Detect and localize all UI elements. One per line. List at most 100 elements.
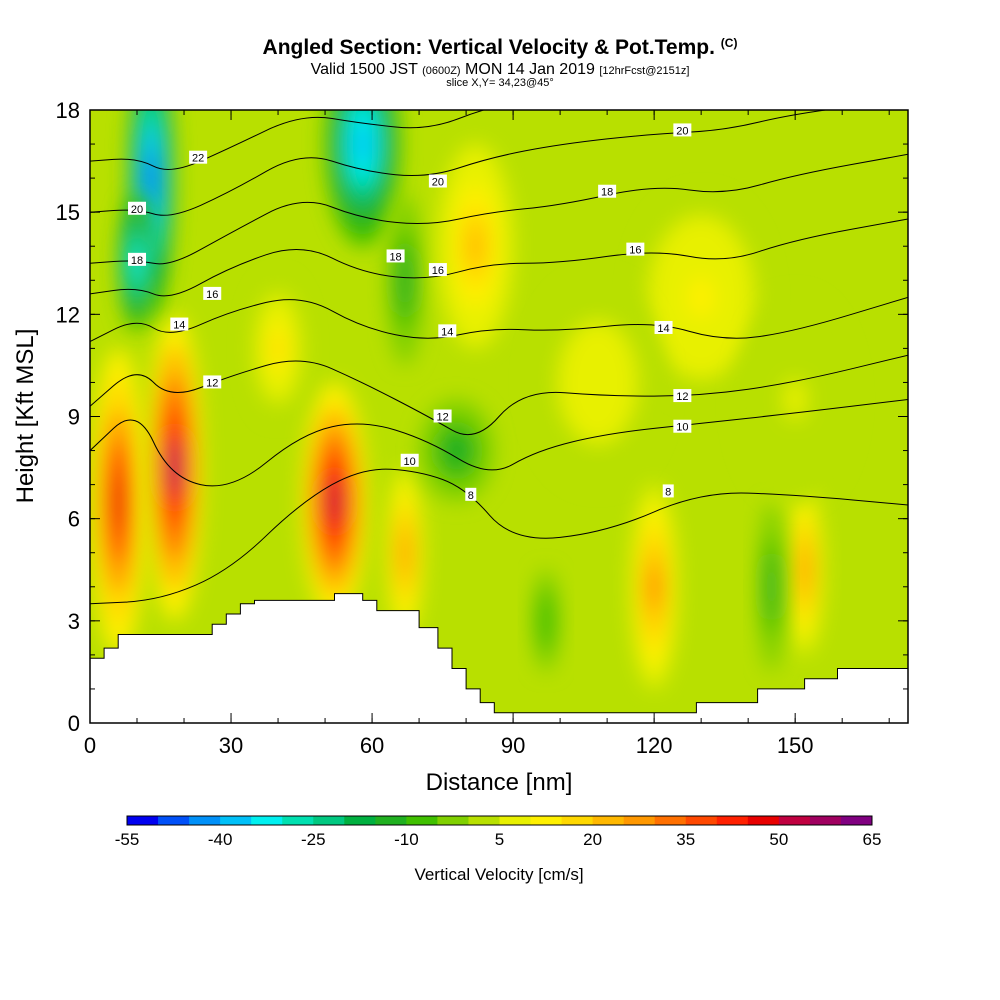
isentrope-16 <box>90 218 908 297</box>
y-tick-label: 12 <box>56 302 80 327</box>
colorbar-swatch <box>406 816 438 825</box>
velocity-cell <box>419 399 495 502</box>
y-tick-label: 15 <box>56 200 80 225</box>
isentrope-18 <box>90 153 908 265</box>
svg-text:18: 18 <box>601 187 613 199</box>
colorbar-tick-label: 20 <box>583 830 602 849</box>
svg-text:14: 14 <box>657 323 669 335</box>
svg-text:20: 20 <box>131 204 143 216</box>
colorbar-swatch <box>778 816 811 825</box>
x-tick-label: 30 <box>219 733 243 758</box>
velocity-cell <box>386 195 424 366</box>
colorbar-label: Vertical Velocity [cm/s] <box>414 865 583 884</box>
contour-label: 16 <box>203 286 222 301</box>
svg-text:16: 16 <box>629 245 641 257</box>
svg-text:14: 14 <box>441 326 453 338</box>
contour-label: 14 <box>438 324 457 338</box>
contour-label: 14 <box>654 320 673 335</box>
x-tick-label: 120 <box>636 733 673 758</box>
colorbar-swatch <box>685 816 718 825</box>
contour-label: 10 <box>400 453 419 468</box>
contour-label: 22 <box>189 150 208 165</box>
colorbar-tick-label: 35 <box>676 830 695 849</box>
contour-labels: 22 20 18 16 14 12 20 18 16 14 12 10 8 20 18 16 14 12 10 8 <box>128 123 692 502</box>
x-tick-label: 0 <box>84 733 96 758</box>
svg-text:22: 22 <box>192 153 204 165</box>
isentrope-22 <box>90 110 486 170</box>
colorbar: -55 -40 -25 -10 5 20 35 50 65 <box>115 815 882 849</box>
colorbar-swatch <box>592 816 625 825</box>
contour-label: 8 <box>662 484 674 498</box>
x-tick-label: 60 <box>360 733 384 758</box>
colorbar-swatch <box>375 816 407 825</box>
contour-label: 20 <box>128 201 147 216</box>
velocity-cell <box>146 314 203 621</box>
y-tick-label: 18 <box>56 98 80 123</box>
contour-label: 12 <box>673 389 692 403</box>
contour-label: 12 <box>433 409 452 424</box>
svg-text:12: 12 <box>206 377 218 389</box>
colorbar-swatch <box>840 816 873 825</box>
colorbar-swatch <box>747 816 780 825</box>
colorbar-swatch <box>468 816 500 825</box>
isentrope-lines <box>90 110 908 605</box>
colorbar-swatch <box>282 816 314 825</box>
colorbar-swatch <box>220 816 252 825</box>
colorbar-tick-label: 65 <box>863 830 882 849</box>
velocity-cell <box>386 467 424 638</box>
colorbar-swatch <box>127 816 159 825</box>
svg-text:14: 14 <box>173 320 185 332</box>
x-tick-label: 90 <box>501 733 525 758</box>
colorbar-swatch <box>809 816 842 825</box>
svg-text:8: 8 <box>468 490 474 502</box>
x-tick-label: 150 <box>777 733 814 758</box>
svg-text:10: 10 <box>676 422 688 434</box>
svg-text:16: 16 <box>432 265 444 277</box>
velocity-cell <box>785 484 824 655</box>
colorbar-swatch <box>158 816 190 825</box>
contour-label: 20 <box>428 174 447 189</box>
svg-text:16: 16 <box>206 289 218 301</box>
x-axis-label: Distance [nm] <box>426 769 573 796</box>
velocity-cell <box>90 348 147 655</box>
slice-label: slice X,Y= 34,23@45° <box>446 77 554 89</box>
velocity-cells <box>90 110 852 689</box>
velocity-cell <box>757 501 786 672</box>
colorbar-swatch <box>654 816 687 825</box>
contour-label: 16 <box>626 242 645 257</box>
colorbar-swatch <box>251 816 283 825</box>
contour-label: 16 <box>428 263 447 277</box>
colorbar-swatch <box>437 816 469 825</box>
velocity-cell <box>301 382 368 621</box>
isentrope-8 <box>90 468 908 605</box>
isentrope-14 <box>90 296 908 343</box>
contour-label: 20 <box>673 123 692 137</box>
y-tick-label: 9 <box>68 405 80 430</box>
svg-text:20: 20 <box>432 177 444 189</box>
svg-text:8: 8 <box>665 486 671 498</box>
velocity-cell <box>531 280 664 485</box>
colorbar-swatch <box>313 816 345 825</box>
contour-label: 18 <box>128 252 147 267</box>
terrain <box>90 593 908 723</box>
svg-text:20: 20 <box>676 125 688 137</box>
y-axis-label: Height [Kft MSL] <box>12 329 39 504</box>
y-tick-label: 3 <box>68 609 80 634</box>
contour-label: 18 <box>386 249 405 263</box>
svg-text:12: 12 <box>436 412 448 424</box>
velocity-cell <box>531 569 561 672</box>
velocity-cell <box>630 484 678 689</box>
velocity-cell <box>437 144 514 349</box>
colorbar-tick-label: -25 <box>301 830 326 849</box>
colorbar-swatch <box>561 816 594 825</box>
svg-text:12: 12 <box>676 391 688 403</box>
isentrope-20 <box>90 110 830 216</box>
chart-subtitle: Valid 1500 JST (0600Z) MON 14 Jan 2019 [… <box>310 61 690 78</box>
colorbar-swatch <box>499 816 532 825</box>
svg-text:18: 18 <box>131 255 143 267</box>
contour-label: 10 <box>673 419 692 434</box>
colorbar-tick-label: 5 <box>495 830 504 849</box>
y-tick-label: 6 <box>68 507 80 532</box>
velocity-cell <box>249 280 307 417</box>
terrain-mask <box>90 593 908 723</box>
